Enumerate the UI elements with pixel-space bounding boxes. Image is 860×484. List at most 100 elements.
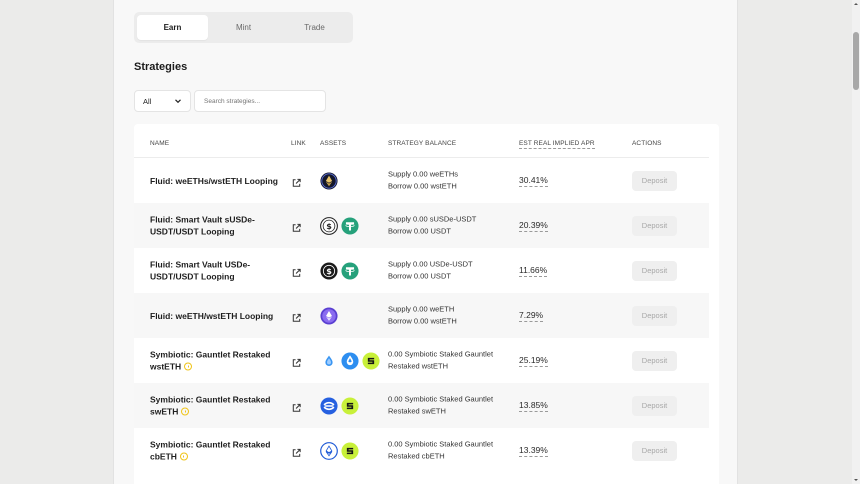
apr-value[interactable]: 25.19% [519, 354, 548, 367]
tab-mint[interactable]: Mint [235, 23, 252, 32]
column-header-actions: ACTIONS [632, 140, 662, 147]
apr-value[interactable]: 20.39% [519, 219, 548, 232]
balance-line-2: Borrow 0.00 USDT [388, 271, 451, 281]
apr-value[interactable]: 7.29% [519, 309, 544, 322]
susde-token-icon: $ [320, 216, 338, 235]
strategy-balance: Supply 0.00 sUSDe-USDT Borrow 0.00 USDT [388, 213, 508, 238]
symbiotic-token-icon [362, 351, 380, 370]
deposit-button[interactable]: Deposit [632, 260, 677, 281]
strategy-name-text: Symbiotic: Gauntlet Restaked cbETH [150, 439, 271, 462]
balance-line-1: Supply 0.00 weETHs [388, 169, 459, 178]
apr-value[interactable]: 13.39% [519, 444, 548, 457]
svg-text:$: $ [326, 265, 332, 275]
deposit-button[interactable]: Deposit [632, 215, 677, 236]
search-input[interactable] [194, 90, 326, 112]
info-icon[interactable] [181, 407, 190, 416]
strategy-name: Symbiotic: Gauntlet Restaked swETH [150, 393, 285, 418]
apr-value[interactable]: 13.85% [519, 399, 548, 412]
usdt-token-icon [341, 216, 359, 235]
table-row: Fluid: Smart Vault USDe-USDT/USDT Loopin… [134, 248, 709, 293]
scroll-down-arrow-icon[interactable] [853, 477, 859, 483]
info-icon[interactable] [179, 452, 188, 461]
strategy-name: Fluid: weETH/wstETH Looping [150, 309, 285, 322]
external-link-icon[interactable] [291, 175, 302, 187]
page-scrollbar[interactable] [852, 0, 860, 484]
strategy-balance: Supply 0.00 USDe-USDT Borrow 0.00 USDT [388, 258, 508, 283]
asset-icons: $ [320, 261, 359, 280]
strategy-name-text: Fluid: weETHs/wstETH Looping [150, 175, 278, 186]
info-icon[interactable] [184, 362, 193, 371]
deposit-button[interactable]: Deposit [632, 395, 677, 416]
column-header-link: LINK [291, 140, 306, 147]
asset-icons [320, 306, 338, 325]
strategy-name: Fluid: weETHs/wstETH Looping [150, 174, 285, 187]
filter-select-value: All [143, 96, 152, 106]
tab-trade[interactable]: Trade [304, 23, 325, 32]
symbiotic-token-icon [341, 396, 359, 415]
table-row: Fluid: weETH/wstETH Looping Supply 0.00 … [134, 293, 709, 338]
column-header-balance: STRATEGY BALANCE [388, 140, 457, 147]
asset-icons: $ [320, 216, 359, 235]
strategy-name: Symbiotic: Gauntlet Restaked wstETH [150, 348, 285, 373]
sweth-token-icon [320, 396, 338, 415]
balance-line-2: Restaked cbETH [388, 451, 445, 461]
svg-text:$: $ [326, 220, 332, 230]
droplet-token-icon [325, 355, 333, 366]
weeths-token-icon [320, 171, 338, 190]
balance-line-2: Borrow 0.00 USDT [388, 226, 451, 236]
main-panel: Earn Mint Trade Strategies All NAME LINK… [113, 0, 738, 484]
apr-value[interactable]: 30.41% [519, 174, 548, 187]
weeth-token-icon [320, 306, 338, 325]
mode-tabs: Earn Mint Trade [134, 12, 353, 43]
usde-token-icon: $ [320, 261, 338, 280]
symbiotic-token-icon [341, 441, 359, 460]
column-header-name: NAME [150, 140, 170, 147]
balance-line-1: 0.00 Symbiotic Staked Gauntlet [388, 439, 494, 448]
external-link-icon[interactable] [291, 355, 302, 367]
balance-line-1: Supply 0.00 weETH [388, 304, 455, 313]
strategies-table: NAME LINK ASSETS STRATEGY BALANCE EST RE… [134, 124, 719, 484]
strategy-balance: Supply 0.00 weETH Borrow 0.00 wstETH [388, 303, 508, 328]
column-header-assets: ASSETS [320, 140, 347, 147]
balance-line-2: Restaked wstETH [388, 361, 449, 371]
external-link-icon[interactable] [291, 400, 302, 412]
balance-line-2: Borrow 0.00 wstETH [388, 316, 457, 326]
table-row: Symbiotic: Gauntlet Restaked wstETH 0.00… [134, 338, 709, 383]
table-row: Symbiotic: Gauntlet Restaked cbETH 0.00 … [134, 428, 709, 473]
wsteth-token-icon [341, 351, 359, 370]
filter-select[interactable]: All [134, 90, 191, 112]
strategy-name: Fluid: Smart Vault sUSDe-USDT/USDT Loopi… [150, 213, 285, 238]
deposit-button[interactable]: Deposit [632, 440, 677, 461]
strategy-name-text: Symbiotic: Gauntlet Restaked swETH [150, 394, 271, 417]
external-link-icon[interactable] [291, 265, 302, 277]
column-header-apr[interactable]: EST REAL IMPLIED APR [519, 140, 595, 149]
asset-icons [320, 441, 359, 460]
scrollbar-thumb[interactable] [853, 32, 859, 90]
external-link-icon[interactable] [291, 220, 302, 232]
balance-line-1: 0.00 Symbiotic Staked Gauntlet [388, 394, 494, 403]
asset-icons [320, 351, 380, 370]
strategy-name: Fluid: Smart Vault USDe-USDT/USDT Loopin… [150, 258, 285, 283]
table-row: Fluid: weETHs/wstETH Looping Supply 0.00… [134, 158, 709, 203]
apr-value[interactable]: 11.66% [519, 264, 548, 277]
scroll-up-arrow-icon[interactable] [853, 1, 859, 7]
strategy-balance: Supply 0.00 weETHs Borrow 0.00 wstETH [388, 168, 508, 193]
external-link-icon[interactable] [291, 445, 302, 457]
balance-line-2: Borrow 0.00 wstETH [388, 181, 457, 191]
strategy-balance: 0.00 Symbiotic Staked Gauntlet Restaked … [388, 348, 508, 373]
tab-earn[interactable]: Earn [137, 15, 208, 40]
balance-line-2: Restaked swETH [388, 406, 446, 416]
strategy-name-text: Fluid: Smart Vault USDe-USDT/USDT Loopin… [150, 259, 251, 282]
balance-line-1: 0.00 Symbiotic Staked Gauntlet [388, 349, 494, 358]
strategy-balance: 0.00 Symbiotic Staked Gauntlet Restaked … [388, 393, 508, 418]
balance-line-1: Supply 0.00 sUSDe-USDT [388, 214, 477, 223]
external-link-icon[interactable] [291, 310, 302, 322]
table-row: Fluid: Smart Vault sUSDe-USDT/USDT Loopi… [134, 203, 709, 248]
deposit-button[interactable]: Deposit [632, 305, 677, 326]
strategy-name-text: Symbiotic: Gauntlet Restaked wstETH [150, 349, 271, 372]
table-header: NAME LINK ASSETS STRATEGY BALANCE EST RE… [134, 124, 709, 158]
strategy-name-text: Fluid: weETH/wstETH Looping [150, 310, 274, 321]
deposit-button[interactable]: Deposit [632, 350, 677, 371]
strategy-name-text: Fluid: Smart Vault sUSDe-USDT/USDT Loopi… [150, 214, 255, 237]
deposit-button[interactable]: Deposit [632, 170, 677, 191]
